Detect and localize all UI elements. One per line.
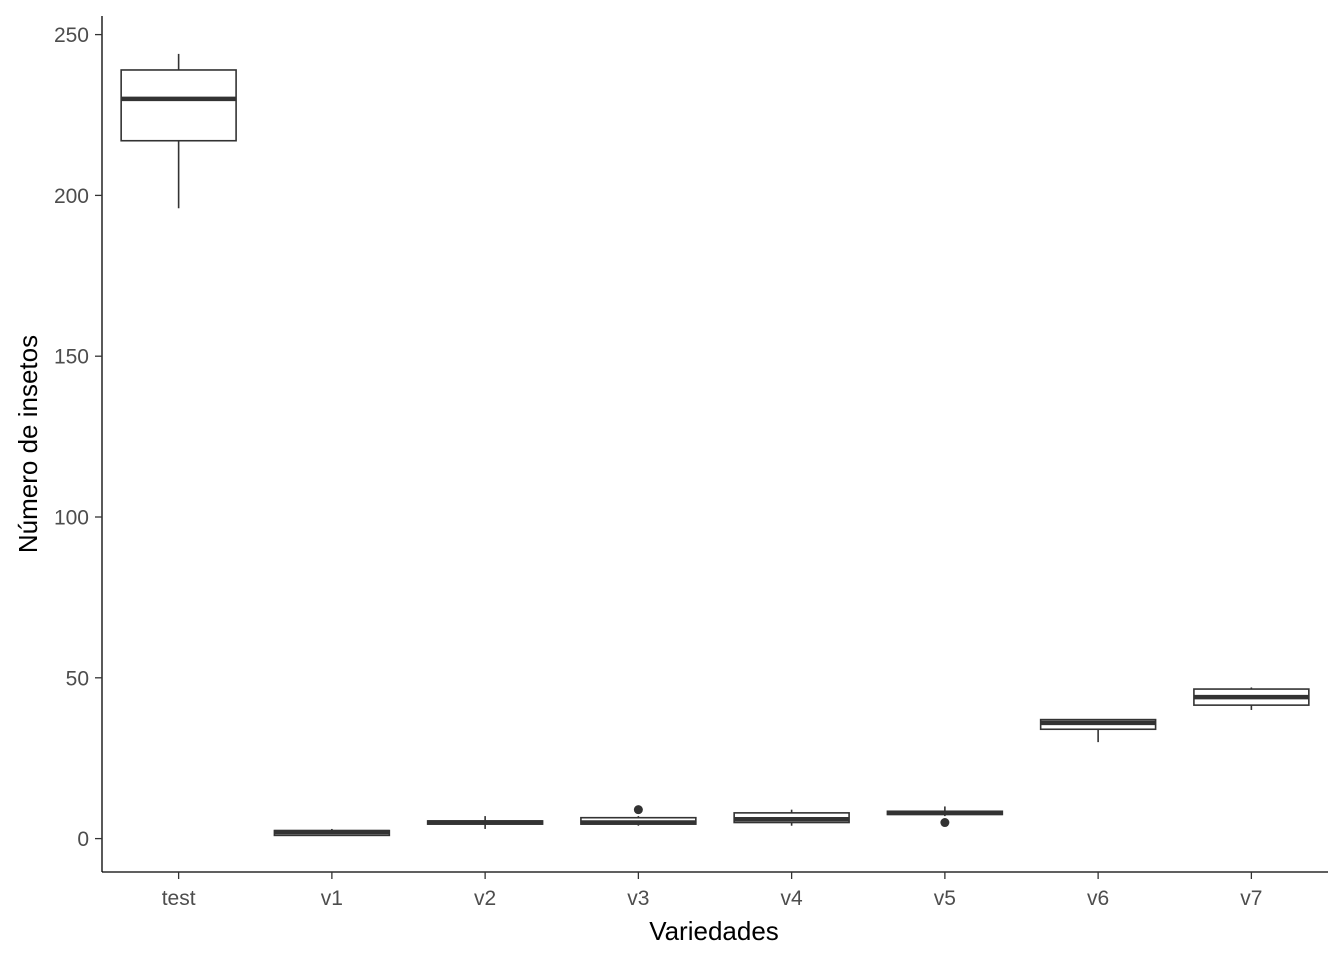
x-tick-label: v3 xyxy=(627,887,649,910)
y-tick-label: 50 xyxy=(66,667,89,690)
box-v4 xyxy=(733,809,850,826)
x-tick-label: v5 xyxy=(934,887,956,910)
y-tick-label: 250 xyxy=(54,24,89,47)
x-tick-label: v2 xyxy=(474,887,496,910)
box-v3 xyxy=(580,805,697,826)
y-axis: 0 50 100 150 200 250 xyxy=(54,16,103,872)
x-tick-label: v1 xyxy=(321,887,343,910)
y-tick-label: 150 xyxy=(54,346,89,369)
outlier-point xyxy=(633,805,643,815)
y-tick-label: 200 xyxy=(54,185,89,208)
y-axis-title: Número de insetos xyxy=(13,335,43,553)
x-tick-label: v4 xyxy=(781,887,804,910)
box-v2 xyxy=(426,816,544,829)
boxes-layer xyxy=(120,53,1310,837)
x-tick-label: v7 xyxy=(1240,887,1262,910)
box-v1 xyxy=(273,828,391,837)
y-tick-label: 0 xyxy=(77,828,89,851)
x-tick-label: v6 xyxy=(1087,887,1109,910)
x-tick-label: test xyxy=(162,887,196,910)
x-axis-title: Variedades xyxy=(649,916,779,946)
y-tick-label: 100 xyxy=(54,507,89,530)
box-v6 xyxy=(1039,718,1157,743)
box-v7 xyxy=(1193,687,1310,710)
box-iqr xyxy=(120,69,237,142)
outlier-point xyxy=(940,818,950,828)
x-axis: test v1 v2 v3 v4 v5 v6 v7 xyxy=(102,871,1328,910)
box-test xyxy=(120,53,237,209)
box-v5 xyxy=(886,806,1004,828)
